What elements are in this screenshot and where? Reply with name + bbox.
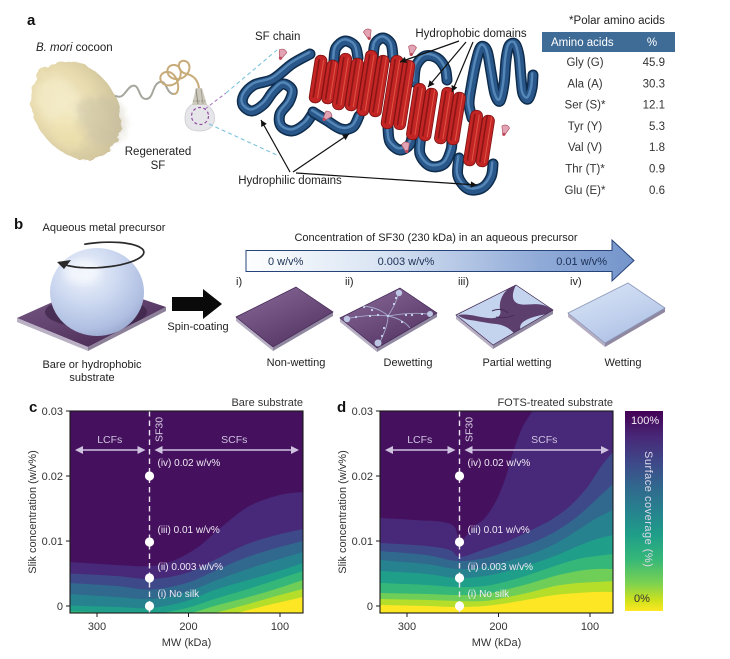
svg-text:0%: 0% (634, 593, 650, 605)
svg-text:Surface coverage (%): Surface coverage (%) (642, 451, 654, 567)
svg-text:0.02: 0.02 (352, 471, 373, 483)
svg-text:Tyr (Y): Tyr (Y) (568, 121, 603, 133)
svg-text:0.6: 0.6 (649, 185, 665, 197)
svg-text:Ser (S)*: Ser (S)* (565, 100, 606, 112)
svg-text:Slik concentration (w/v%): Slik concentration (w/v%) (337, 450, 349, 574)
svg-text:200: 200 (489, 621, 507, 633)
svg-text:Slik concentration (w/v%): Slik concentration (w/v%) (27, 450, 39, 574)
svg-text:Amino acids: Amino acids (551, 37, 614, 49)
svg-text:Dewetting: Dewetting (384, 357, 433, 369)
svg-text:MW (kDa): MW (kDa) (472, 637, 522, 649)
svg-text:%: % (647, 37, 657, 49)
svg-text:(iv) 0.02 w/v%: (iv) 0.02 w/v% (158, 458, 221, 469)
svg-text:d: d (337, 399, 346, 416)
svg-text:Glu (E)*: Glu (E)* (565, 185, 606, 197)
svg-text:substrate: substrate (69, 372, 114, 384)
svg-text:B. mori cocoon: B. mori cocoon (36, 42, 113, 54)
svg-text:Bare substrate: Bare substrate (231, 397, 303, 409)
svg-text:0.03: 0.03 (352, 406, 373, 418)
svg-text:b: b (14, 216, 23, 233)
svg-text:300: 300 (398, 621, 416, 633)
svg-text:iii): iii) (458, 276, 469, 288)
svg-text:SF chain: SF chain (255, 31, 300, 43)
svg-text:Val (V): Val (V) (568, 142, 602, 154)
svg-text:0.01: 0.01 (42, 536, 63, 548)
svg-text:(iii) 0.01 w/v%: (iii) 0.01 w/v% (468, 525, 530, 536)
svg-text:Non-wetting: Non-wetting (267, 357, 326, 369)
svg-text:(ii) 0.003 w/v%: (ii) 0.003 w/v% (468, 562, 534, 573)
svg-text:12.1: 12.1 (643, 100, 665, 112)
svg-text:SF: SF (151, 160, 166, 172)
svg-text:SCFs: SCFs (221, 434, 247, 446)
svg-text:(iii) 0.01 w/v%: (iii) 0.01 w/v% (158, 525, 220, 536)
svg-text:100: 100 (581, 621, 599, 633)
svg-text:LCFs: LCFs (407, 434, 432, 446)
svg-text:Bare or hydrophobic: Bare or hydrophobic (42, 359, 142, 371)
svg-text:i): i) (236, 276, 242, 288)
svg-text:ii): ii) (345, 276, 354, 288)
svg-text:c: c (29, 399, 37, 416)
svg-text:Thr (T)*: Thr (T)* (565, 164, 605, 176)
svg-text:0.01: 0.01 (352, 536, 373, 548)
svg-text:100: 100 (271, 621, 289, 633)
svg-text:200: 200 (179, 621, 197, 633)
svg-text:a: a (27, 12, 36, 29)
svg-text:Aqueous metal precursor: Aqueous metal precursor (43, 222, 166, 234)
svg-text:SF30: SF30 (464, 417, 476, 442)
svg-text:Hydrophilic domains: Hydrophilic domains (238, 175, 342, 187)
svg-text:100%: 100% (631, 415, 659, 427)
svg-text:Concentration of SF30 (230 kDa: Concentration of SF30 (230 kDa) in an aq… (294, 232, 577, 244)
svg-text:Ala (A): Ala (A) (567, 78, 602, 90)
svg-text:1.8: 1.8 (649, 142, 665, 154)
svg-text:0: 0 (367, 601, 373, 613)
svg-text:0: 0 (57, 601, 63, 613)
svg-text:0.003 w/v%: 0.003 w/v% (378, 256, 435, 268)
svg-text:*Polar amino acids: *Polar amino acids (569, 15, 665, 27)
svg-text:Hydrophobic domains: Hydrophobic domains (415, 28, 526, 40)
svg-text:Wetting: Wetting (604, 357, 641, 369)
svg-text:LCFs: LCFs (97, 434, 122, 446)
svg-text:0.01 w/v%: 0.01 w/v% (556, 256, 607, 268)
svg-text:SF30: SF30 (154, 417, 166, 442)
svg-text:(i) No silk: (i) No silk (468, 589, 511, 600)
svg-text:0 w/v%: 0 w/v% (268, 256, 304, 268)
svg-text:(i) No silk: (i) No silk (158, 589, 201, 600)
svg-text:0.9: 0.9 (649, 164, 665, 176)
svg-text:30.3: 30.3 (643, 78, 665, 90)
svg-text:Partial wetting: Partial wetting (482, 357, 551, 369)
svg-text:(ii) 0.003 w/v%: (ii) 0.003 w/v% (158, 562, 224, 573)
svg-text:SCFs: SCFs (531, 434, 557, 446)
svg-text:Gly (G): Gly (G) (566, 57, 603, 69)
svg-text:0.02: 0.02 (42, 471, 63, 483)
svg-text:300: 300 (88, 621, 106, 633)
svg-text:(iv) 0.02 w/v%: (iv) 0.02 w/v% (468, 458, 531, 469)
svg-text:Spin-coating: Spin-coating (167, 321, 228, 333)
svg-text:45.9: 45.9 (643, 57, 665, 69)
svg-text:5.3: 5.3 (649, 121, 665, 133)
svg-text:Regenerated: Regenerated (125, 146, 192, 158)
svg-text:0.03: 0.03 (42, 406, 63, 418)
svg-text:MW (kDa): MW (kDa) (162, 637, 212, 649)
svg-text:FOTS-treated substrate: FOTS-treated substrate (497, 397, 613, 409)
svg-text:iv): iv) (570, 276, 582, 288)
